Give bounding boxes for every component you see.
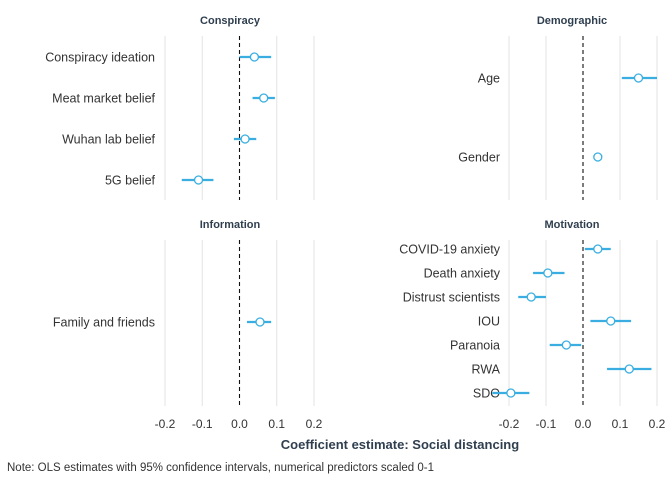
x-tick-label: 0.0 — [575, 417, 592, 431]
predictor-label: COVID-19 anxiety — [399, 243, 500, 257]
x-tick-label: 0.0 — [231, 417, 248, 431]
x-tick-label: 0.1 — [268, 417, 285, 431]
x-tick-label: -0.2 — [499, 417, 520, 431]
predictor-label: Age — [478, 72, 500, 86]
estimate-point — [606, 316, 616, 326]
predictor-label: RWA — [472, 363, 501, 377]
predictor-label: 5G belief — [105, 174, 156, 188]
estimate-point — [624, 364, 634, 374]
estimate-point — [593, 244, 603, 254]
x-tick-label: 0.1 — [612, 417, 629, 431]
x-axis-title: Coefficient estimate: Social distancing — [281, 437, 519, 452]
estimate-point — [543, 268, 553, 278]
estimate-point — [526, 292, 536, 302]
grid-layer — [164, 36, 658, 406]
estimate-point — [259, 93, 269, 103]
predictor-label: Meat market belief — [52, 92, 155, 106]
predictor-label: Conspiracy ideation — [45, 51, 155, 65]
panel-title: Conspiracy — [200, 15, 261, 27]
x-tick-label: -0.1 — [536, 417, 557, 431]
estimate-point — [249, 52, 260, 62]
x-tick-label: -0.1 — [192, 417, 213, 431]
predictor-label: SDO — [473, 387, 500, 401]
panel-title: Demographic — [537, 15, 607, 27]
predictor-label: Wuhan lab belief — [62, 133, 155, 147]
predictor-label: IOU — [478, 315, 500, 329]
marks-layer — [181, 52, 657, 398]
estimate-point — [561, 340, 571, 350]
estimate-point — [633, 73, 644, 83]
estimate-point — [593, 152, 603, 162]
x-tick-label: 0.2 — [306, 417, 323, 431]
estimate-point — [193, 175, 204, 185]
x-tick-label: -0.2 — [155, 417, 176, 431]
predictor-label: Death anxiety — [424, 267, 501, 281]
axis-layer: -0.2 -0.1 0.0 0.1 0.2 -0.2 -0.1 0.0 0.1 0.2 — [155, 417, 666, 431]
panel-title: Motivation — [545, 219, 600, 231]
predictor-label: Distrust scientists — [403, 291, 500, 305]
label-layer: Conspiracy Conspiracy ideation Meat market… — [45, 15, 607, 401]
estimate-point — [240, 134, 250, 144]
x-tick-label: 0.2 — [649, 417, 666, 431]
predictor-label: Gender — [458, 151, 500, 165]
predictor-label: Paranoia — [450, 339, 500, 353]
chart-note: Note: OLS estimates with 95% confidence … — [7, 462, 434, 474]
estimate-point — [506, 388, 516, 398]
predictor-label: Family and friends — [53, 316, 155, 330]
panel-title: Information — [200, 219, 261, 231]
estimate-point — [255, 317, 265, 327]
